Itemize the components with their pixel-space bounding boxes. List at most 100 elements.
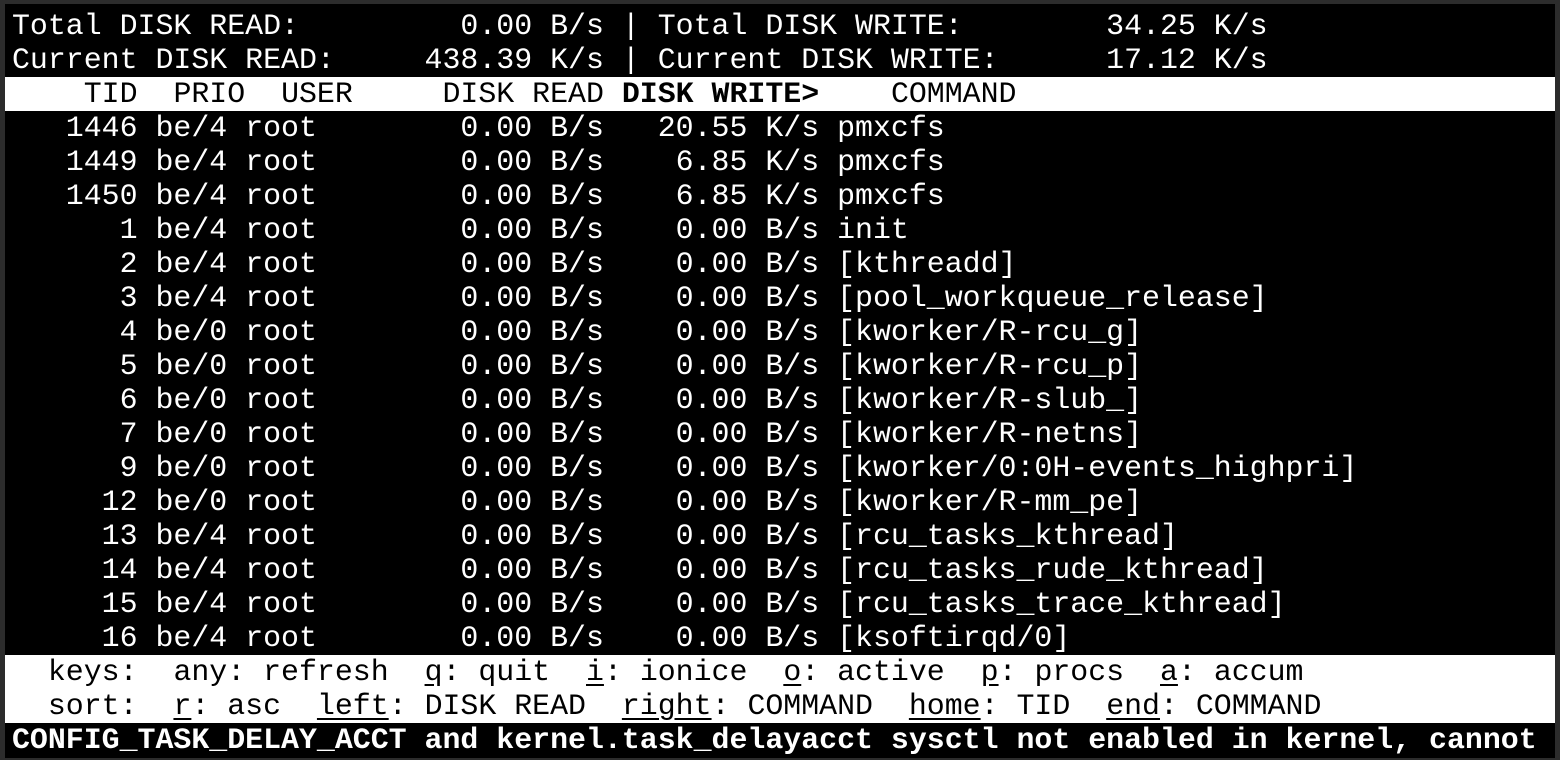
shortcut-key-o[interactable]: o: [783, 655, 802, 689]
command-cell: pmxcfs: [837, 145, 945, 179]
keys-label: keys:: [47, 655, 138, 689]
disk-write-cell: 0.00 B/s: [603, 349, 820, 383]
column-prio: PRIO: [173, 77, 246, 111]
disk-write-cell: 0.00 B/s: [603, 315, 820, 349]
keys-help-line: keys: any: refresh q: quit i: ionice o: …: [5, 655, 1555, 689]
prio-cell: be/0: [155, 485, 228, 519]
tid-cell: 1: [12, 213, 138, 247]
command-cell: [kworker/R-slub_]: [837, 383, 1143, 417]
process-row[interactable]: 1450 be/4 root 0.00 B/s 6.85 K/s pmxcfs: [5, 179, 1555, 213]
process-row[interactable]: 2 be/4 root 0.00 B/s 0.00 B/s [kthreadd]: [5, 247, 1555, 281]
tid-cell: 12: [12, 485, 138, 519]
process-row[interactable]: 15 be/4 root 0.00 B/s 0.00 B/s [rcu_task…: [5, 587, 1555, 621]
separator: |: [621, 9, 640, 43]
shortcut-desc: COMMAND: [1195, 689, 1322, 723]
total-read-value: 0.00 B/s: [299, 9, 604, 43]
user-cell: root: [245, 111, 389, 145]
process-row[interactable]: 6 be/0 root 0.00 B/s 0.00 B/s [kworker/R…: [5, 383, 1555, 417]
prio-cell: be/0: [155, 349, 228, 383]
tid-cell: 4: [12, 315, 138, 349]
tid-cell: 1449: [12, 145, 138, 179]
process-row[interactable]: 1446 be/4 root 0.00 B/s 20.55 K/s pmxcfs: [5, 111, 1555, 145]
shortcut-key-any[interactable]: any: [173, 655, 228, 689]
user-cell: root: [245, 145, 389, 179]
shortcut-desc: active: [837, 655, 945, 689]
prio-cell: be/0: [155, 417, 228, 451]
disk-write-cell: 0.00 B/s: [603, 519, 820, 553]
disk-write-cell: 0.00 B/s: [603, 485, 820, 519]
disk-read-cell: 0.00 B/s: [388, 587, 604, 621]
process-row[interactable]: 3 be/4 root 0.00 B/s 0.00 B/s [pool_work…: [5, 281, 1555, 315]
process-row[interactable]: 5 be/0 root 0.00 B/s 0.00 B/s [kworker/R…: [5, 349, 1555, 383]
shortcut-key-r[interactable]: r: [173, 689, 192, 723]
shortcut-key-left[interactable]: left: [316, 689, 389, 723]
user-cell: root: [245, 587, 389, 621]
process-row[interactable]: 9 be/0 root 0.00 B/s 0.00 B/s [kworker/0…: [5, 451, 1555, 485]
disk-read-cell: 0.00 B/s: [388, 383, 604, 417]
process-row[interactable]: 16 be/4 root 0.00 B/s 0.00 B/s [ksoftirq…: [5, 621, 1555, 655]
total-io-summary: Total DISK READ: 0.00 B/s | Total DISK W…: [5, 9, 1555, 43]
shortcut-key-i[interactable]: i: [586, 655, 604, 689]
shortcut-desc: procs: [1034, 655, 1125, 689]
tid-cell: 14: [12, 553, 138, 587]
disk-read-cell: 0.00 B/s: [388, 281, 604, 315]
process-row[interactable]: 7 be/0 root 0.00 B/s 0.00 B/s [kworker/R…: [5, 417, 1555, 451]
prio-cell: be/0: [155, 451, 228, 485]
disk-write-cell: 0.00 B/s: [603, 247, 820, 281]
shortcut-desc: ionice: [639, 655, 748, 689]
sort-help-line: sort: r: asc left: DISK READ right: COMM…: [5, 689, 1555, 723]
separator: |: [621, 43, 640, 77]
tid-cell: 15: [12, 587, 138, 621]
warning-message: CONFIG_TASK_DELAY_ACCT and kernel.task_d…: [12, 723, 1537, 757]
current-read-value: 438.39 K/s: [334, 43, 604, 77]
shortcut-key-end[interactable]: end: [1106, 689, 1160, 723]
command-cell: [rcu_tasks_trace_kthread]: [837, 587, 1286, 621]
user-cell: root: [245, 247, 389, 281]
user-cell: root: [245, 281, 389, 315]
prio-cell: be/4: [155, 519, 228, 553]
column-header[interactable]: TID PRIO USER DISK READ DISK WRITE> COMM…: [5, 77, 1555, 111]
prio-cell: be/4: [155, 621, 228, 655]
command-cell: [kthreadd]: [837, 247, 1017, 281]
disk-read-cell: 0.00 B/s: [388, 621, 604, 655]
command-cell: [ksoftirqd/0]: [837, 621, 1071, 655]
current-read-label: Current DISK READ:: [12, 43, 335, 77]
shortcut-key-right[interactable]: right: [621, 689, 712, 723]
prio-cell: be/4: [155, 247, 228, 281]
prio-cell: be/0: [155, 383, 228, 417]
process-row[interactable]: 1 be/4 root 0.00 B/s 0.00 B/s init: [5, 213, 1555, 247]
process-row[interactable]: 1449 be/4 root 0.00 B/s 6.85 K/s pmxcfs: [5, 145, 1555, 179]
process-row[interactable]: 4 be/0 root 0.00 B/s 0.00 B/s [kworker/R…: [5, 315, 1555, 349]
disk-read-cell: 0.00 B/s: [388, 519, 604, 553]
command-cell: [kworker/R-netns]: [837, 417, 1143, 451]
disk-write-cell: 6.85 K/s: [603, 145, 820, 179]
process-row[interactable]: 13 be/4 root 0.00 B/s 0.00 B/s [rcu_task…: [5, 519, 1555, 553]
disk-read-cell: 0.00 B/s: [388, 315, 604, 349]
disk-read-cell: 0.00 B/s: [388, 451, 604, 485]
sort-label: sort:: [47, 689, 138, 723]
shortcut-key-home[interactable]: home: [908, 689, 981, 723]
shortcut-desc: accum: [1213, 655, 1304, 689]
tid-cell: 16: [12, 621, 138, 655]
command-cell: [rcu_tasks_kthread]: [837, 519, 1178, 553]
tid-cell: 2: [12, 247, 138, 281]
user-cell: root: [245, 315, 389, 349]
shortcut-key-p[interactable]: p: [980, 655, 999, 689]
process-row[interactable]: 14 be/4 root 0.00 B/s 0.00 B/s [rcu_task…: [5, 553, 1555, 587]
shortcut-key-a[interactable]: a: [1160, 655, 1178, 689]
disk-write-cell: 0.00 B/s: [603, 281, 820, 315]
disk-write-cell: 0.00 B/s: [603, 553, 820, 587]
disk-read-cell: 0.00 B/s: [388, 349, 604, 383]
disk-write-cell: 0.00 B/s: [603, 587, 820, 621]
prio-cell: be/4: [155, 281, 228, 315]
disk-write-cell: 20.55 K/s: [603, 111, 820, 145]
process-row[interactable]: 12 be/0 root 0.00 B/s 0.00 B/s [kworker/…: [5, 485, 1555, 519]
warning-line: CONFIG_TASK_DELAY_ACCT and kernel.task_d…: [5, 723, 1555, 757]
command-cell: [pool_workqueue_release]: [837, 281, 1268, 315]
disk-read-cell: 0.00 B/s: [388, 485, 604, 519]
disk-read-cell: 0.00 B/s: [388, 213, 604, 247]
terminal-window[interactable]: Total DISK READ: 0.00 B/s | Total DISK W…: [5, 4, 1555, 758]
command-cell: [rcu_tasks_rude_kthread]: [837, 553, 1268, 587]
shortcut-key-q[interactable]: q: [424, 655, 443, 689]
column-disk-read: DISK READ: [442, 77, 604, 111]
